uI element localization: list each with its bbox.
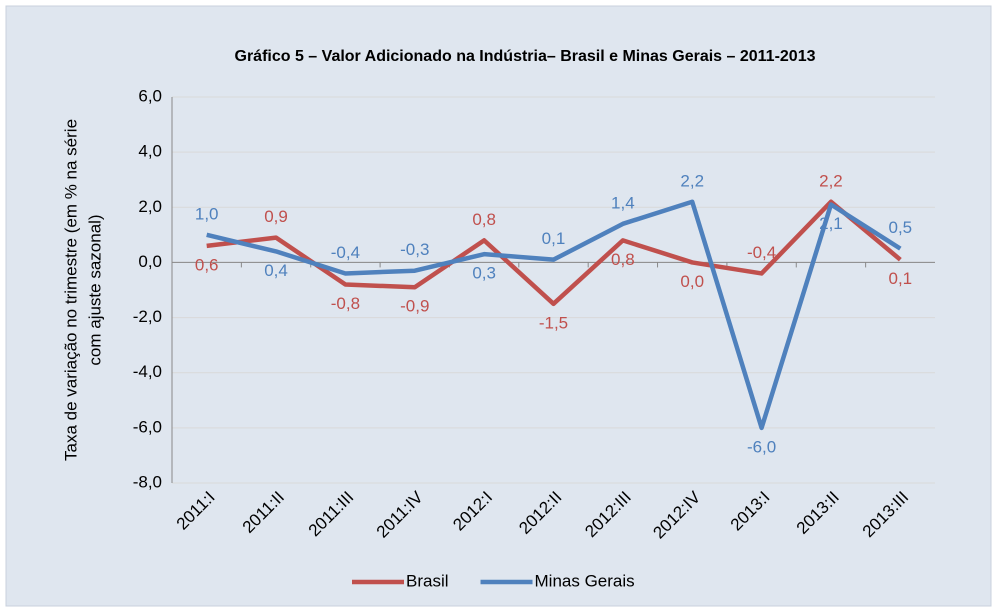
data-label: -0,4	[747, 243, 776, 262]
data-label: -0,4	[331, 243, 360, 262]
data-label: 0,8	[611, 250, 635, 269]
data-label: 0,1	[542, 229, 566, 248]
legend-label: Brasil	[406, 571, 449, 590]
data-label: -0,8	[331, 294, 360, 313]
series-line	[206, 199, 902, 431]
y-tick-label: -2,0	[133, 307, 162, 326]
chart-background	[5, 5, 992, 607]
data-label: 2,1	[819, 214, 843, 233]
chart-title: Gráfico 5 – Valor Adicionado na Indústri…	[235, 48, 816, 65]
y-tick-label: -6,0	[133, 417, 162, 436]
data-label: 0,0	[680, 272, 704, 291]
y-tick-label: -8,0	[133, 472, 162, 491]
data-label: 0,4	[264, 261, 288, 280]
y-tick-label: 4,0	[138, 142, 162, 161]
y-axis-label: com ajuste sazonal)	[85, 214, 104, 365]
y-tick-label: -4,0	[133, 362, 162, 381]
y-tick-label: 6,0	[138, 86, 162, 105]
data-label: -6,0	[747, 437, 776, 456]
data-label: 0,6	[195, 255, 219, 274]
y-tick-label: 0,0	[138, 252, 162, 271]
series-line	[206, 199, 902, 307]
data-label: 0,3	[472, 264, 496, 283]
data-label: -1,5	[539, 313, 568, 332]
data-label: 1,4	[611, 193, 635, 212]
data-label: 1,0	[195, 204, 219, 223]
data-label: 0,5	[888, 218, 912, 237]
y-axis-label: Taxa de variação no trimestre (em % na s…	[61, 119, 80, 461]
data-label: 0,9	[264, 207, 288, 226]
legend-label: Minas Gerais	[535, 571, 635, 590]
data-label: 2,2	[680, 171, 704, 190]
data-label: 2,2	[819, 171, 843, 190]
data-label: 0,8	[472, 210, 496, 229]
data-label: -0,9	[400, 297, 429, 316]
y-tick-label: 2,0	[138, 197, 162, 216]
data-label: -0,3	[400, 240, 429, 259]
data-label: 0,1	[888, 269, 912, 288]
